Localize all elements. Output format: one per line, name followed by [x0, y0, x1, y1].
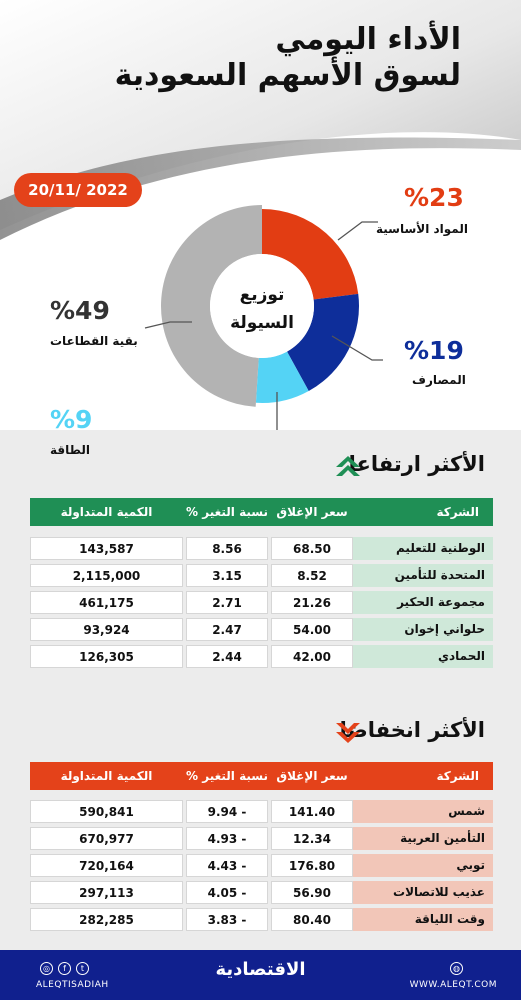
col-volume: الكمية المتداولة [60, 769, 153, 783]
volume-cell: 282,285 [30, 908, 183, 931]
banks-percent: %19 [404, 336, 464, 365]
donut-center-line2: السيولة [230, 313, 294, 333]
volume-cell: 297,113 [30, 881, 183, 904]
change-percent-cell: 3.83 - [186, 908, 268, 931]
donut-center-line1: توزيع [240, 285, 285, 305]
instagram-icon[interactable]: ◎ [40, 962, 53, 975]
close-price-cell: 8.52 [271, 564, 353, 587]
close-price-cell: 68.50 [271, 537, 353, 560]
company-cell: عذيب للاتصالات [353, 881, 493, 904]
col-close: سعر الإغلاق [276, 505, 348, 519]
materials-label: المواد الأساسية [376, 222, 468, 236]
connector-line-others [144, 321, 192, 329]
company-cell: المتحدة للتأمين [353, 564, 493, 587]
twitter-icon[interactable]: t [76, 962, 89, 975]
company-cell: الحمادي [353, 645, 493, 668]
company-cell: التأمين العربية [353, 827, 493, 850]
materials-percent: %23 [404, 183, 464, 212]
others-label: بقية القطاعات [50, 334, 138, 348]
change-percent-cell: 2.71 [186, 591, 268, 614]
volume-cell: 720,164 [30, 854, 183, 877]
col-volume: الكمية المتداولة [60, 505, 153, 519]
company-cell: شمس [353, 800, 493, 823]
table-row: توبي 176.80 4.43 -720,164 [30, 854, 493, 877]
volume-cell: 93,924 [30, 618, 183, 641]
footer: الاقتصادية ◎ f t ALEQTISADIAH ◍ WWW.ALEQ… [0, 950, 521, 1000]
energy-label: الطاقة [50, 443, 90, 457]
table-row: الحمادي 42.00 2.44 126,305 [30, 645, 493, 668]
donut-center [210, 254, 314, 358]
donut-segment-others [161, 205, 262, 407]
web-icon[interactable]: ◍ [450, 962, 463, 975]
table-row: شمس 141.40 9.94 -590,841 [30, 800, 493, 823]
change-percent-cell: 2.47 [186, 618, 268, 641]
company-cell: وقت اللياقة [353, 908, 493, 931]
close-price-cell: 12.34 [271, 827, 353, 850]
company-cell: حلواني إخوان [353, 618, 493, 641]
col-close: سعر الإغلاق [276, 769, 348, 783]
table-row: مجموعة الحكير 21.26 2.71 461,175 [30, 591, 493, 614]
arrow-up-icon [336, 456, 360, 476]
header-swoosh [0, 0, 521, 240]
close-price-cell: 21.26 [271, 591, 353, 614]
change-percent-cell: 2.44 [186, 645, 268, 668]
table-row: المتحدة للتأمين 8.52 3.15 2,115,000 [30, 564, 493, 587]
table-row: عذيب للاتصالات 56.90 4.05 -297,113 [30, 881, 493, 904]
close-price-cell: 54.00 [271, 618, 353, 641]
connector-line-energy [276, 392, 278, 430]
table-row: وقت اللياقة 80.40 3.83 -282,285 [30, 908, 493, 931]
donut-segment-energy [255, 351, 309, 403]
liquidity-donut-chart: توزيع السيولة [144, 205, 383, 430]
arrow-down-icon [336, 723, 360, 743]
change-percent-cell: 4.43 - [186, 854, 268, 877]
date-badge: 20/11/ 2022 [14, 173, 142, 207]
page-title-line1: الأداء اليومي [275, 22, 461, 57]
donut-segment-banks [287, 293, 359, 392]
page-title-line2: لسوق الأسهم السعودية [114, 58, 461, 93]
gainers-title: الأكثر ارتفاعا [348, 452, 485, 476]
volume-cell: 590,841 [30, 800, 183, 823]
connector-line-banks [331, 335, 383, 361]
change-percent-cell: 3.15 [186, 564, 268, 587]
table-row: الوطنية للتعليم 68.50 8.56 143,587 [30, 537, 493, 560]
close-price-cell: 42.00 [271, 645, 353, 668]
footer-website-link[interactable]: WWW.ALEQT.COM [409, 980, 497, 990]
banks-label: المصارف [412, 373, 466, 387]
energy-percent: %9 [50, 405, 93, 434]
col-change: نسبة التغير % [186, 505, 268, 519]
donut-segment-materials [262, 209, 359, 300]
others-percent: %49 [50, 296, 110, 325]
volume-cell: 461,175 [30, 591, 183, 614]
change-percent-cell: 8.56 [186, 537, 268, 560]
company-cell: مجموعة الحكير [353, 591, 493, 614]
connector-line-materials [337, 221, 378, 241]
table-row: التأمين العربية 12.34 4.93 -670,977 [30, 827, 493, 850]
footer-brand-logo: الاقتصادية [215, 959, 306, 980]
close-price-cell: 80.40 [271, 908, 353, 931]
facebook-icon[interactable]: f [58, 962, 71, 975]
close-price-cell: 176.80 [271, 854, 353, 877]
volume-cell: 126,305 [30, 645, 183, 668]
losers-table-header: الشركة سعر الإغلاق نسبة التغير % الكمية … [30, 762, 493, 790]
losers-title: الأكثر انخفاضا [339, 718, 485, 742]
table-row: حلواني إخوان 54.00 2.47 93,924 [30, 618, 493, 641]
volume-cell: 143,587 [30, 537, 183, 560]
change-percent-cell: 9.94 - [186, 800, 268, 823]
col-company: الشركة [436, 769, 479, 783]
gainers-table-header: الشركة سعر الإغلاق نسبة التغير % الكمية … [30, 498, 493, 526]
company-cell: توبي [353, 854, 493, 877]
close-price-cell: 56.90 [271, 881, 353, 904]
close-price-cell: 141.40 [271, 800, 353, 823]
company-cell: الوطنية للتعليم [353, 537, 493, 560]
volume-cell: 2,115,000 [30, 564, 183, 587]
col-company: الشركة [436, 505, 479, 519]
volume-cell: 670,977 [30, 827, 183, 850]
col-change: نسبة التغير % [186, 769, 268, 783]
change-percent-cell: 4.05 - [186, 881, 268, 904]
header-section: الأداء اليومي لسوق الأسهم السعودية 20/11… [0, 0, 521, 434]
change-percent-cell: 4.93 - [186, 827, 268, 850]
footer-social-handle[interactable]: ALEQTISADIAH [36, 980, 109, 990]
